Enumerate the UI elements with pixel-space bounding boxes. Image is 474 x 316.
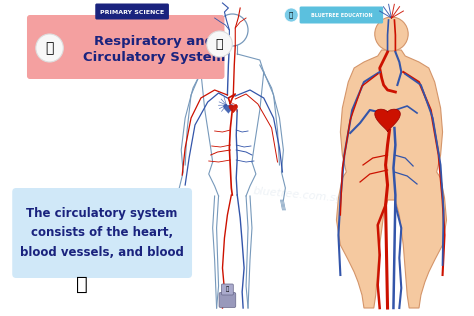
Text: Respiratory and: Respiratory and bbox=[94, 34, 214, 47]
Circle shape bbox=[207, 31, 232, 57]
Circle shape bbox=[36, 34, 64, 62]
Text: 🐣: 🐣 bbox=[76, 275, 88, 294]
Circle shape bbox=[284, 8, 298, 22]
Text: PRIMARY SCIENCE: PRIMARY SCIENCE bbox=[100, 9, 164, 15]
Text: BLUETREE EDUCATION: BLUETREE EDUCATION bbox=[310, 13, 372, 18]
Text: 👀: 👀 bbox=[226, 287, 229, 292]
FancyBboxPatch shape bbox=[12, 188, 192, 278]
Text: 🐣: 🐣 bbox=[216, 38, 223, 51]
FancyBboxPatch shape bbox=[219, 293, 236, 307]
FancyBboxPatch shape bbox=[95, 3, 169, 20]
Text: The circulatory system
consists of the heart,
blood vessels, and blood: The circulatory system consists of the h… bbox=[20, 208, 183, 258]
FancyBboxPatch shape bbox=[27, 15, 225, 79]
Polygon shape bbox=[229, 105, 238, 113]
Text: 🐣: 🐣 bbox=[46, 41, 54, 55]
Text: 🐣: 🐣 bbox=[289, 12, 293, 18]
Polygon shape bbox=[337, 50, 447, 308]
FancyBboxPatch shape bbox=[300, 7, 383, 23]
Text: bluetree.com.sg: bluetree.com.sg bbox=[253, 186, 344, 204]
Circle shape bbox=[375, 17, 408, 51]
Polygon shape bbox=[224, 105, 233, 113]
Polygon shape bbox=[375, 109, 401, 132]
Text: Circulatory System: Circulatory System bbox=[82, 52, 225, 64]
FancyBboxPatch shape bbox=[221, 284, 233, 295]
